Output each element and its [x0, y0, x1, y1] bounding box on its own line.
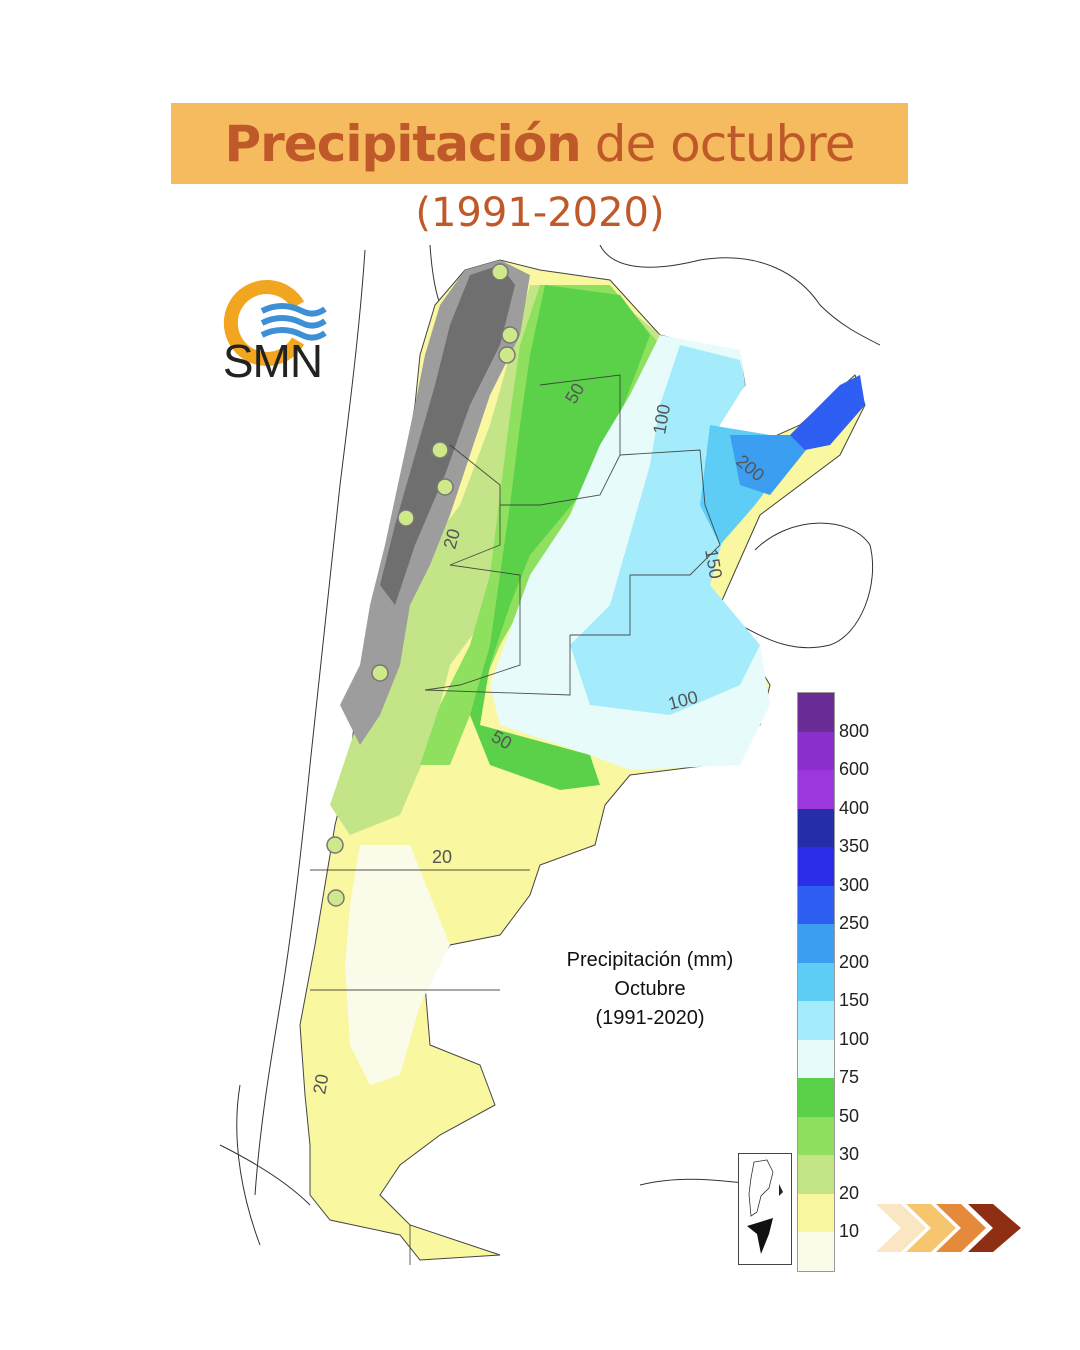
- station-marker: [397, 509, 415, 527]
- blue-250-band: [790, 375, 865, 450]
- green-50-band: [470, 285, 650, 790]
- legend-label: 30: [839, 1144, 860, 1165]
- legend-label: 400: [839, 797, 870, 818]
- neighbor-outlines: [219, 245, 880, 1246]
- station-marker: [498, 346, 516, 364]
- map-caption-line: Precipitación (mm): [566, 949, 734, 971]
- legend-swatch: [798, 847, 834, 887]
- legend-color-bar: [797, 692, 835, 1272]
- smn-logo-text: SMN: [222, 335, 323, 387]
- legend-swatch: [798, 1232, 834, 1272]
- legend-label: 100: [839, 1028, 870, 1049]
- legend-label: 600: [839, 759, 870, 780]
- legend-label: 20: [839, 1182, 860, 1203]
- legend-label: 150: [839, 990, 870, 1011]
- station-marker: [371, 664, 389, 682]
- subtitle: (1991-2020): [415, 190, 665, 236]
- province-boundaries: [310, 374, 721, 1265]
- legend-label: 250: [839, 913, 870, 934]
- title-rest: de octubre: [594, 114, 856, 173]
- legend-swatch: [798, 693, 834, 732]
- legend-label: 200: [839, 951, 870, 972]
- legend-swatch: [798, 1116, 834, 1156]
- legend-label: 50: [839, 1105, 860, 1126]
- station-marker: [501, 326, 519, 344]
- legend-label: 300: [839, 874, 870, 895]
- station-marker: [431, 441, 449, 459]
- title-bold: Precipitación: [224, 114, 581, 173]
- map-caption: Precipitación (mm) Octubre (1991-2020): [520, 946, 780, 1033]
- blue-200-band: [730, 435, 810, 495]
- map-caption-line: (1991-2020): [595, 1007, 705, 1029]
- smn-logo-icon: [223, 280, 327, 366]
- station-markers: [326, 263, 519, 907]
- legend-swatch: [798, 731, 834, 771]
- map-svg: 50 100 200 150 20 100 50 20 20: [219, 245, 880, 1265]
- station-marker: [491, 263, 509, 281]
- legend-label: 75: [839, 1067, 860, 1088]
- andes-gray: [340, 260, 530, 745]
- patagonia-pale: [345, 845, 450, 1085]
- station-marker: [327, 889, 345, 907]
- legend-swatch: [798, 808, 834, 848]
- legend-swatch: [798, 962, 834, 1002]
- contour-label: 20: [309, 1072, 332, 1095]
- legend-label: 10: [839, 1221, 860, 1242]
- legend-swatch: [798, 1155, 834, 1195]
- legend-swatch: [798, 1078, 834, 1118]
- title-banner: Precipitación de octubre: [171, 103, 908, 184]
- legend-swatch: [798, 1039, 834, 1079]
- legend-swatch: [798, 1193, 834, 1233]
- contour-label: 20: [432, 847, 452, 867]
- station-marker: [326, 836, 344, 854]
- precipitation-map: 50 100 200 150 20 100 50 20 20: [200, 245, 880, 1275]
- legend-swatch: [798, 924, 834, 964]
- map-caption-line: Octubre: [614, 978, 686, 1000]
- legend-swatch: [798, 1001, 834, 1041]
- legend-swatch: [798, 885, 834, 925]
- legend-swatch: [798, 770, 834, 810]
- station-marker: [436, 478, 454, 496]
- inset-locator-map: [738, 1153, 792, 1265]
- legend-label: 800: [839, 720, 870, 741]
- next-chevrons-icon[interactable]: [876, 1198, 1026, 1258]
- legend-label: 350: [839, 836, 870, 857]
